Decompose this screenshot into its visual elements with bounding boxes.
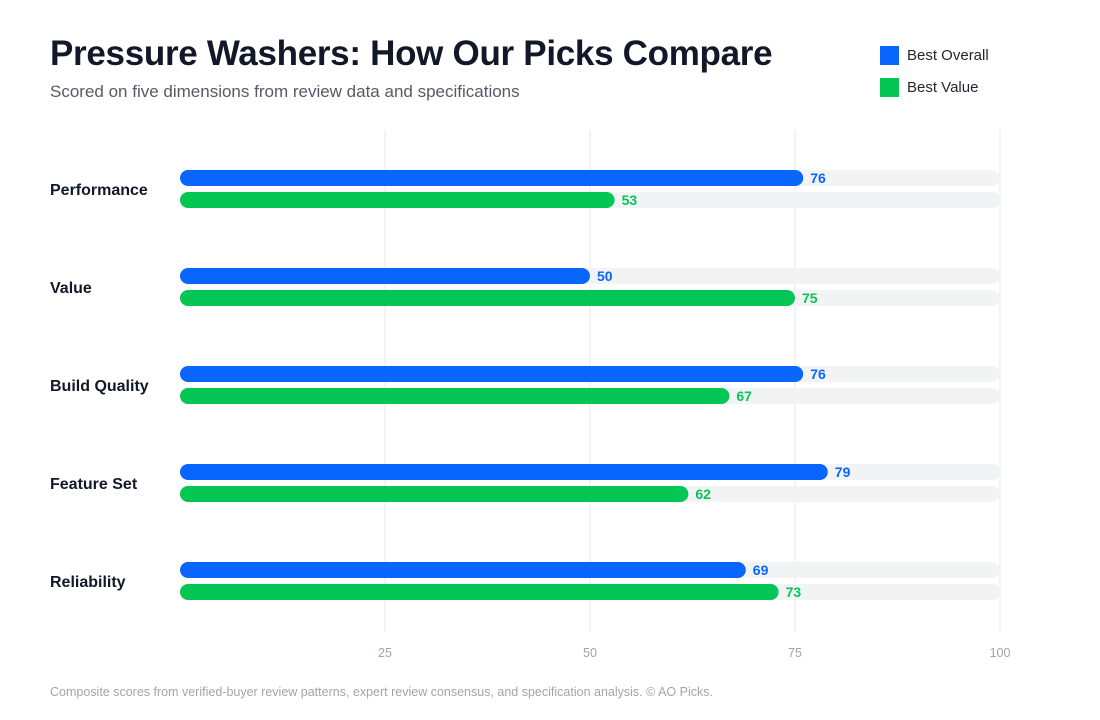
x-tick-label: 100	[990, 646, 1011, 660]
x-tick-label: 50	[583, 646, 597, 660]
data-label: 76	[810, 366, 826, 382]
data-label: 76	[810, 170, 826, 186]
category-label: Performance	[50, 182, 148, 199]
data-label: 73	[786, 584, 802, 600]
category-label: Build Quality	[50, 378, 149, 395]
legend-label-best-overall: Best Overall	[907, 46, 989, 64]
data-label: 69	[753, 562, 769, 578]
bar-best-overall	[180, 268, 590, 284]
bar-best-overall	[180, 464, 828, 480]
bar-best-overall	[180, 170, 804, 186]
data-label: 62	[695, 486, 711, 502]
category-label: Value	[50, 280, 92, 297]
legend-label-best-value: Best Value	[907, 78, 979, 96]
chart-title: Pressure Washers: How Our Picks Compare	[50, 34, 773, 73]
chart-footer: Composite scores from verified-buyer rev…	[50, 685, 713, 699]
category-label: Reliability	[50, 574, 126, 591]
bar-best-value	[180, 290, 795, 306]
bar-best-value	[180, 584, 779, 600]
bar-best-overall	[180, 366, 804, 382]
legend-swatch-best-overall	[880, 45, 899, 65]
data-label: 53	[622, 192, 638, 208]
legend-swatch-best-value	[880, 77, 899, 97]
data-label: 79	[835, 464, 851, 480]
x-tick-label: 25	[378, 646, 392, 660]
bar-best-value	[180, 486, 689, 502]
data-label: 67	[736, 388, 752, 404]
x-tick-label: 75	[788, 646, 802, 660]
category-label: Feature Set	[50, 476, 138, 493]
bar-best-value	[180, 388, 730, 404]
chart-subtitle: Scored on five dimensions from review da…	[50, 82, 520, 101]
data-label: 75	[802, 290, 818, 306]
bar-best-value	[180, 192, 615, 208]
data-label: 50	[597, 268, 613, 284]
legend-item-best-value: Best Value	[880, 77, 989, 97]
chart-legend: Best Overall Best Value	[880, 45, 989, 109]
legend-item-best-overall: Best Overall	[880, 45, 989, 65]
bar-best-overall	[180, 562, 746, 578]
